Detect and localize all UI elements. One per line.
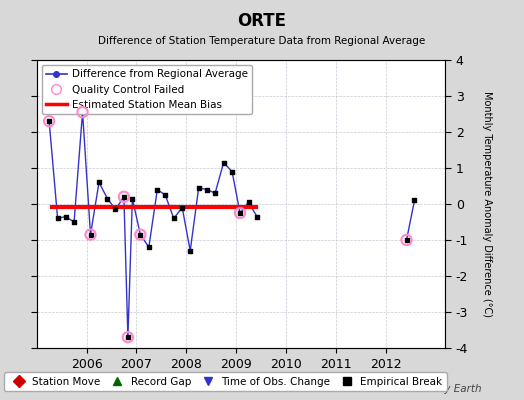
Point bbox=[103, 195, 112, 202]
Point bbox=[194, 185, 203, 191]
Text: ORTE: ORTE bbox=[237, 12, 287, 30]
Point bbox=[124, 334, 132, 340]
Point bbox=[228, 168, 236, 175]
Point bbox=[244, 199, 253, 206]
Legend: Difference from Regional Average, Quality Control Failed, Estimated Station Mean: Difference from Regional Average, Qualit… bbox=[42, 65, 252, 114]
Point bbox=[45, 118, 53, 124]
Legend: Station Move, Record Gap, Time of Obs. Change, Empirical Break: Station Move, Record Gap, Time of Obs. C… bbox=[4, 372, 446, 391]
Point bbox=[211, 190, 220, 196]
Point bbox=[136, 231, 145, 238]
Point bbox=[253, 214, 261, 220]
Point bbox=[111, 206, 119, 213]
Point bbox=[119, 194, 128, 200]
Point bbox=[136, 231, 145, 238]
Point bbox=[45, 118, 53, 124]
Point bbox=[203, 186, 211, 193]
Point bbox=[153, 186, 161, 193]
Point bbox=[119, 194, 128, 200]
Point bbox=[236, 210, 244, 216]
Point bbox=[402, 237, 411, 243]
Point bbox=[402, 237, 411, 243]
Point bbox=[220, 159, 228, 166]
Point bbox=[70, 219, 78, 225]
Point bbox=[170, 215, 178, 222]
Point bbox=[178, 204, 187, 211]
Point bbox=[410, 197, 419, 204]
Point bbox=[53, 215, 62, 222]
Point bbox=[79, 109, 87, 115]
Point bbox=[124, 334, 132, 340]
Point bbox=[86, 231, 95, 238]
Point bbox=[95, 179, 103, 186]
Text: Difference of Station Temperature Data from Regional Average: Difference of Station Temperature Data f… bbox=[99, 36, 425, 46]
Point bbox=[145, 244, 153, 250]
Point bbox=[186, 248, 194, 254]
Y-axis label: Monthly Temperature Anomaly Difference (°C): Monthly Temperature Anomaly Difference (… bbox=[482, 91, 492, 317]
Point bbox=[86, 231, 95, 238]
Point bbox=[128, 195, 137, 202]
Point bbox=[236, 210, 244, 216]
Text: Berkeley Earth: Berkeley Earth bbox=[406, 384, 482, 394]
Point bbox=[161, 192, 169, 198]
Point bbox=[61, 214, 70, 220]
Point bbox=[79, 109, 87, 115]
